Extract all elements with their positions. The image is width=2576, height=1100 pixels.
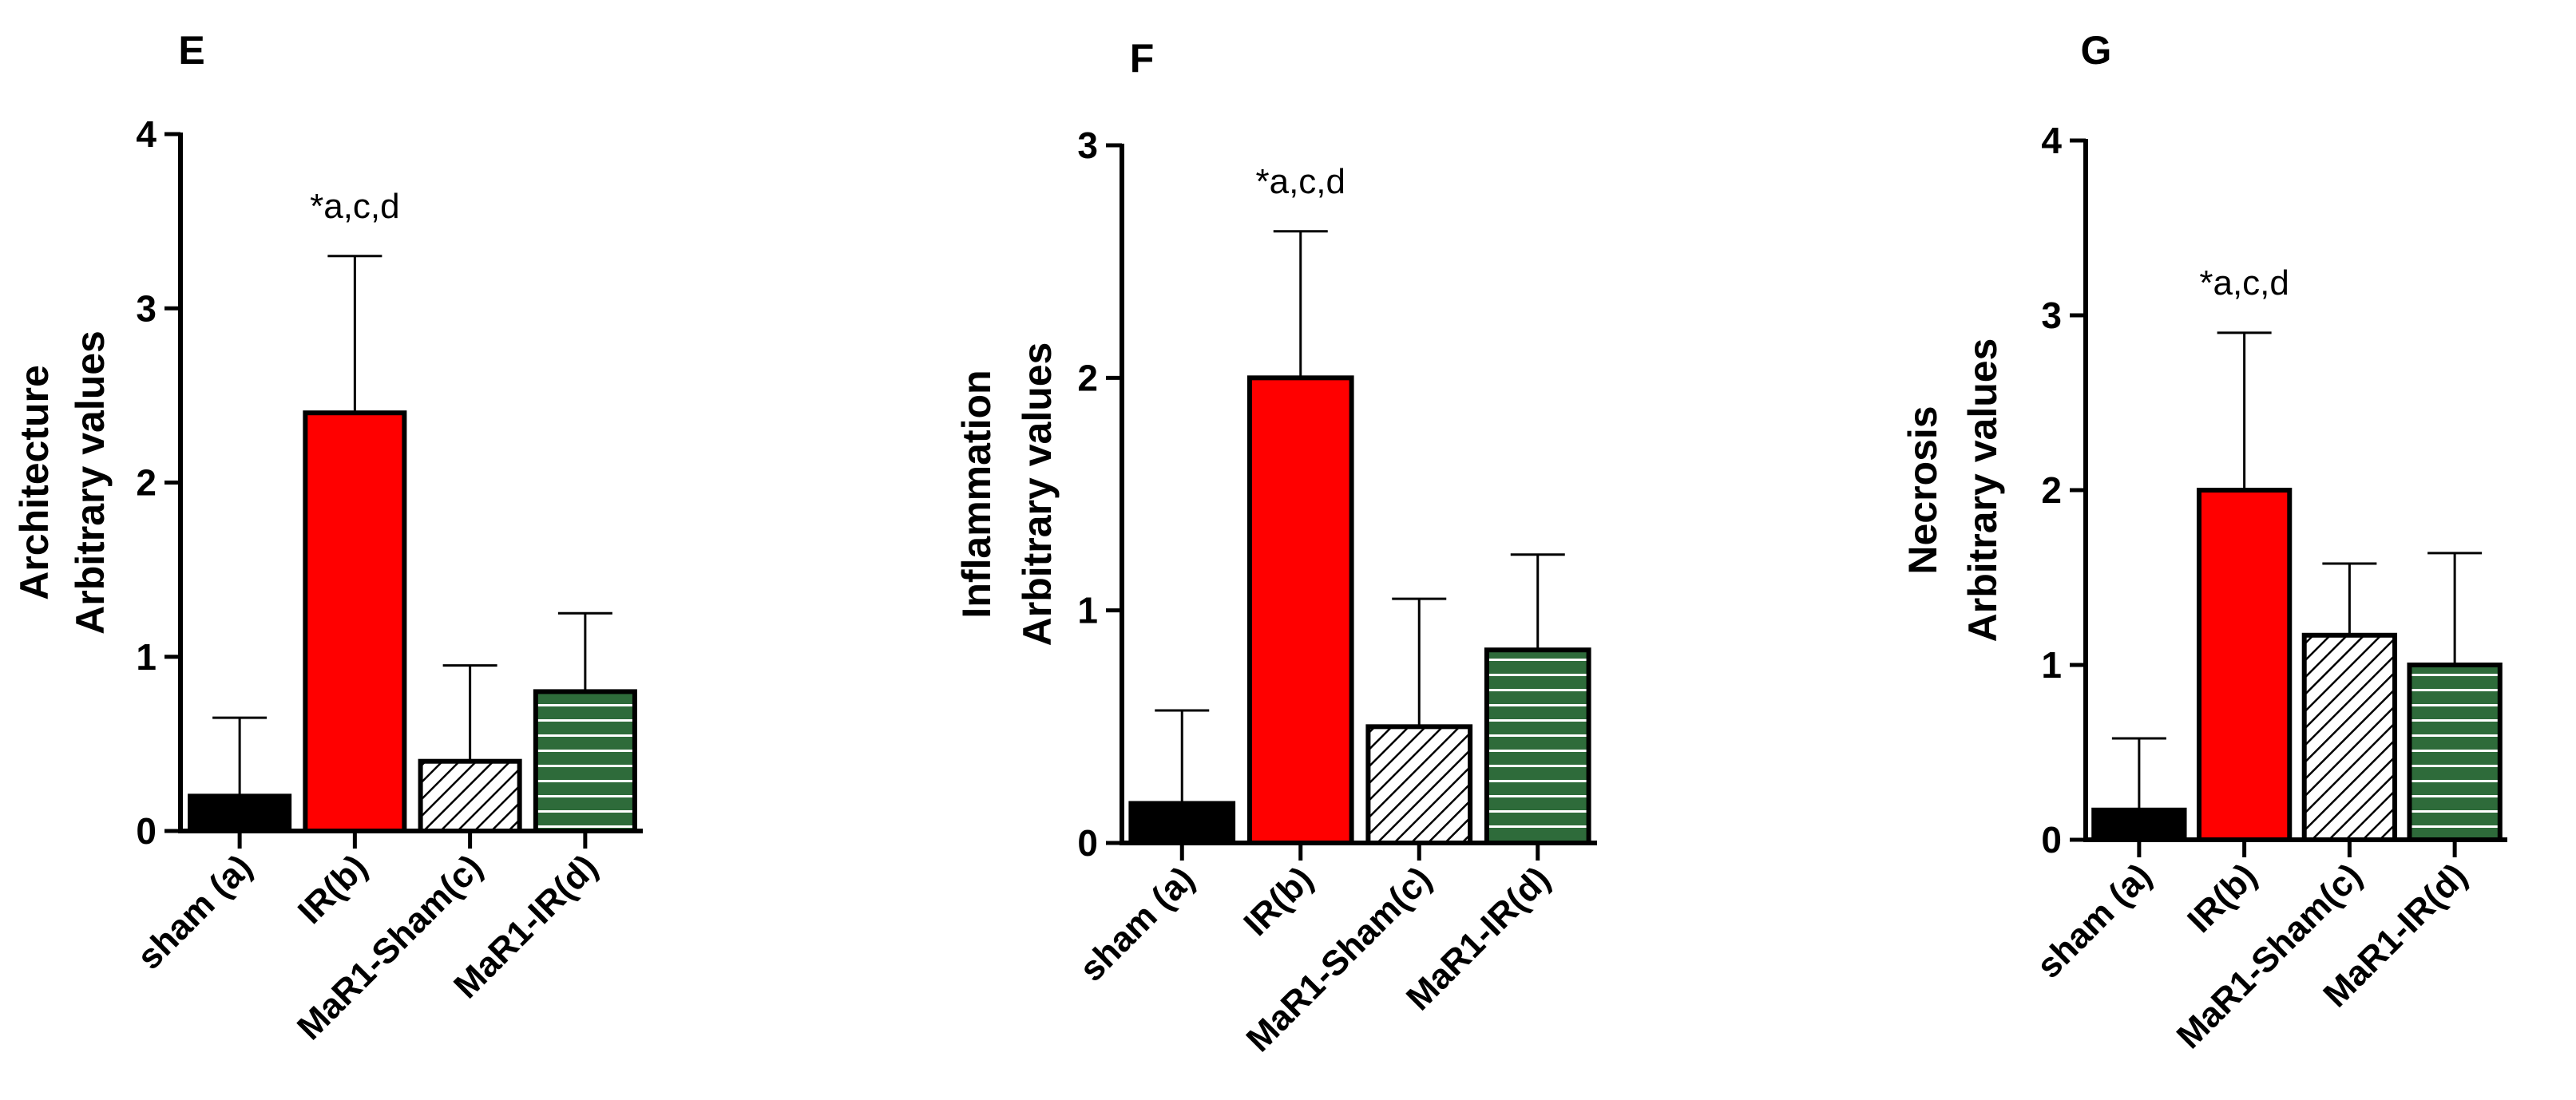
bar [188, 793, 292, 833]
bar [2196, 488, 2293, 842]
x-tick-label: IR(b) [2180, 856, 2264, 940]
x-tick-label: sham (a) [130, 847, 260, 977]
bar [418, 758, 522, 834]
y-tick-label: 0 [136, 810, 157, 852]
bar [1484, 647, 1591, 846]
panel-label: E [178, 28, 204, 73]
y-tick-label: 4 [136, 113, 157, 155]
chart-panel-f: F Inflammation Arbitrary values 0 1 2 3 sham (a… [954, 36, 1597, 1059]
y-tick-label: 4 [2041, 120, 2062, 161]
bar [1246, 375, 1354, 846]
y-tick-label: 2 [136, 462, 157, 504]
x-tick-label: IR(b) [1236, 859, 1320, 943]
bar [533, 689, 637, 834]
chart-panel-e: E Architecture Arbitrary values 0 1 2 3 4 sham (… [12, 28, 643, 1047]
bar [2301, 632, 2398, 843]
y-tick-label: 0 [1077, 822, 1098, 864]
y-tick-label: 1 [2041, 644, 2062, 686]
y-axis-label: Arbitrary values [68, 330, 113, 635]
x-tick-label: IR(b) [291, 847, 375, 931]
bar [2091, 807, 2187, 843]
y-tick-label: 3 [136, 287, 157, 329]
panel-label: G [2081, 28, 2112, 73]
y-axis-label: Arbitrary values [1015, 342, 1060, 647]
y-tick-label: 3 [1077, 125, 1098, 166]
bar [1128, 801, 1236, 845]
y-tick-label: 3 [2041, 295, 2062, 336]
y-tick-label: 1 [136, 636, 157, 678]
significance-annotation: *a,c,d [310, 187, 400, 226]
chart-panel-g: G Necrosis Arbitrary values 0 1 2 3 4 sham (a) IR… [1900, 28, 2507, 1056]
y-axis-label: Inflammation [954, 370, 999, 618]
y-tick-label: 2 [1077, 357, 1098, 398]
x-tick-label: MaR1-Sham(c) [2170, 856, 2370, 1056]
y-tick-label: 0 [2041, 819, 2062, 861]
y-axis-label: Arbitrary values [1960, 338, 2005, 643]
x-tick-label: sham (a) [2029, 856, 2159, 986]
y-tick-label: 1 [1077, 590, 1098, 631]
significance-annotation: *a,c,d [1255, 162, 1345, 201]
y-tick-label: 2 [2041, 469, 2062, 511]
panel-label: F [1130, 36, 1155, 81]
bar [1365, 724, 1473, 845]
bar [2407, 663, 2503, 842]
bar [303, 410, 407, 833]
y-axis-label: Architecture [12, 365, 57, 600]
significance-annotation: *a,c,d [2199, 263, 2289, 303]
y-axis-label: Necrosis [1900, 406, 1945, 574]
x-tick-label: sham (a) [1072, 859, 1203, 989]
